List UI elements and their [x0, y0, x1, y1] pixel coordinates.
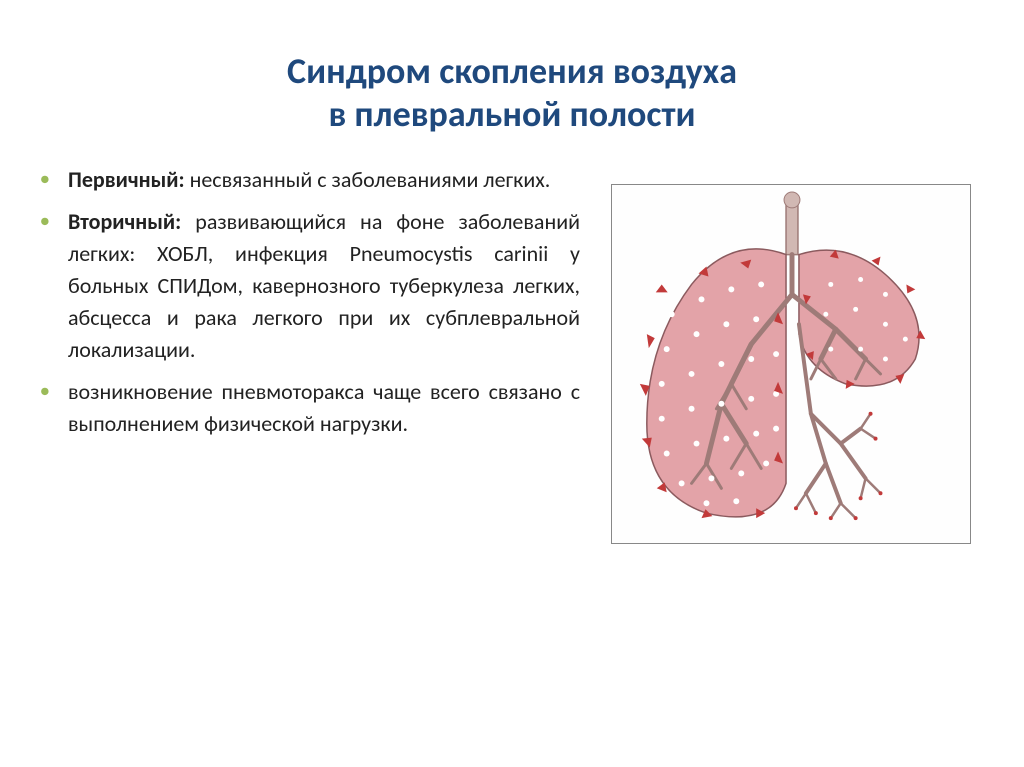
bullet-list: Первичный: несвязанный с заболеваниями л… — [40, 164, 580, 544]
bullet-lead: Первичный: — [68, 166, 185, 193]
bullet-item: Вторичный: развивающийся на фоне заболев… — [40, 206, 580, 365]
lung-figure — [598, 164, 984, 544]
bullet-lead: Вторичный: — [68, 208, 181, 235]
bullet-rest: несвязанный с заболеваниями легких. — [185, 166, 551, 193]
bullet-item: возникновение пневмоторакса чаще всего с… — [40, 376, 580, 440]
slide-title: Синдром скопления воздуха в плевральной … — [40, 50, 984, 136]
bullet-rest: возникновение пневмоторакса чаще всего с… — [68, 378, 580, 437]
title-line-2: в плевральной полости — [328, 92, 695, 136]
bullet-item: Первичный: несвязанный с заболеваниями л… — [40, 164, 580, 196]
slide: Синдром скопления воздуха в плевральной … — [0, 0, 1024, 584]
lung-illustration — [611, 184, 971, 544]
content-row: Первичный: несвязанный с заболеваниями л… — [40, 164, 984, 544]
title-line-1: Синдром скопления воздуха — [287, 49, 737, 93]
